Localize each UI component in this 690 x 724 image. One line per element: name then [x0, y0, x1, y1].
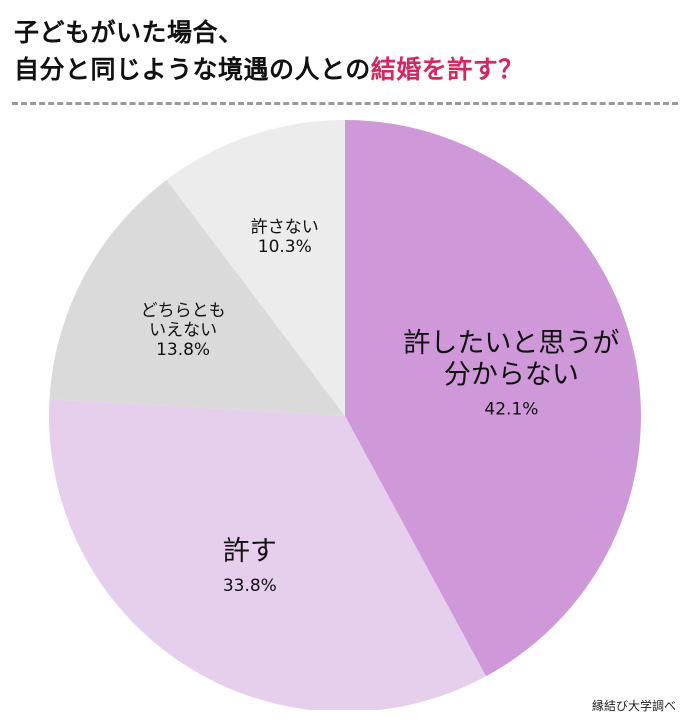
- slice-value-3: 10.3%: [258, 237, 312, 257]
- slice-category-2: いえない: [149, 321, 217, 341]
- slice-label-2: どちらともいえない 13.8%: [141, 301, 226, 360]
- slice-value-1: 33.8%: [223, 576, 277, 596]
- slice-category-0: 分からない: [444, 359, 579, 390]
- source-note: 縁結び大学調べ: [591, 699, 676, 713]
- title-accent: 結婚を許す？: [370, 55, 524, 84]
- chart-title: 子どもがいた場合、 自分と同じような境遇の人との結婚を許す？: [14, 14, 524, 88]
- slice-label-3: 許さない 10.3%: [251, 218, 319, 258]
- slice-value-0: 42.1%: [484, 399, 538, 419]
- title-line-1: 子どもがいた場合、: [14, 18, 244, 47]
- title-line-2: 自分と同じような境遇の人との結婚を許す？: [14, 51, 524, 88]
- pie-slice-1: [49, 399, 486, 710]
- pie-slice-3: [166, 120, 345, 416]
- slice-label-0: 許したいと思うが分からない 42.1%: [403, 328, 619, 419]
- dashed-divider: [12, 102, 678, 105]
- title-line-2-prefix: 自分と同じような境遇の人との: [14, 55, 371, 84]
- slice-value-2: 13.8%: [156, 340, 210, 360]
- slice-category-3: 許さない: [251, 218, 319, 238]
- pie-slice-2: [49, 179, 345, 416]
- pie-chart: 許したいと思うが分からない 42.1% 許す 33.8% どちらともいえない 13.8% 許…: [49, 120, 642, 710]
- slice-category-1: 許す: [223, 536, 277, 567]
- slice-category-2: どちらとも: [141, 301, 226, 321]
- slice-category-0: 許したいと思うが: [403, 328, 619, 359]
- slice-label-1: 許す 33.8%: [223, 536, 277, 596]
- pie-slice-0: [345, 120, 642, 677]
